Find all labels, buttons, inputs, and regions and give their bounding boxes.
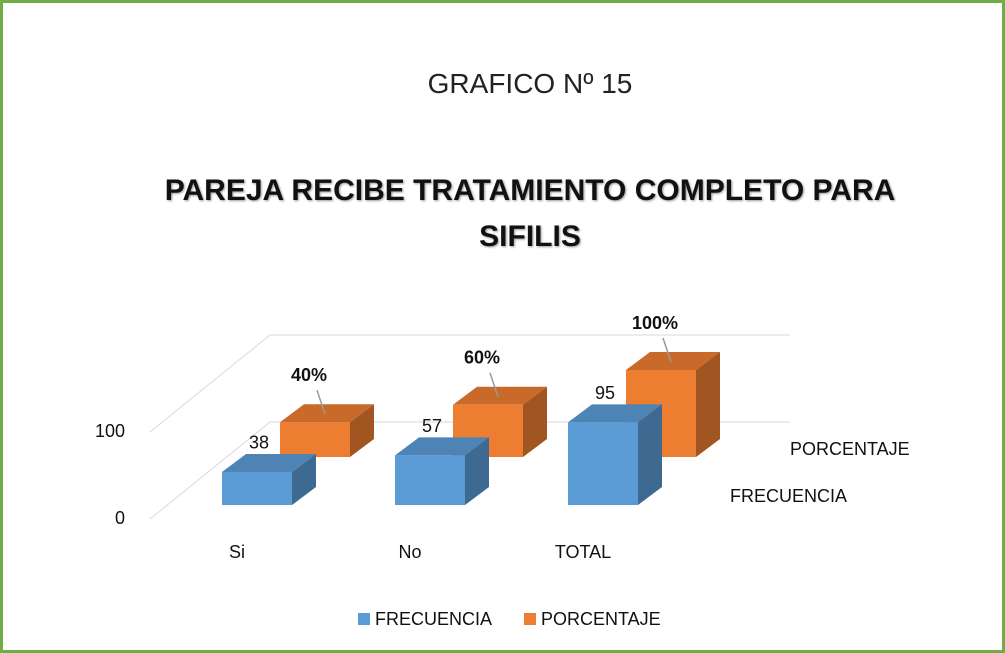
- grid-line: [149, 334, 790, 433]
- bar-top: [222, 453, 316, 472]
- bar: [395, 437, 489, 505]
- bar-top: [626, 352, 720, 370]
- bar-side: [696, 352, 720, 457]
- leader-line: [316, 389, 326, 415]
- legend-swatch: [358, 613, 370, 625]
- x-tick-label: TOTAL: [555, 542, 611, 562]
- data-label: 38: [249, 433, 269, 453]
- x-tick-label: Si: [229, 542, 245, 562]
- bar: [280, 404, 374, 457]
- bar-front: [222, 471, 292, 505]
- legend-label: PORCENTAJE: [541, 609, 661, 629]
- data-label: 40%: [291, 365, 327, 385]
- bar: [568, 404, 662, 505]
- data-label: 100%: [632, 313, 678, 333]
- bar-top: [568, 404, 662, 423]
- depth-label: FRECUENCIA: [730, 486, 847, 506]
- y-tick-label: 100: [95, 421, 125, 441]
- bar-top: [395, 437, 489, 456]
- leader-line: [489, 372, 499, 398]
- leader-line: [662, 337, 672, 363]
- bar-top: [453, 386, 547, 405]
- bar-side: [292, 453, 316, 505]
- heading: GRAFICO Nº 15: [427, 68, 633, 99]
- data-label: 57: [422, 416, 442, 436]
- legend-label: FRECUENCIA: [375, 609, 492, 629]
- legend-swatch: [524, 613, 536, 625]
- bar-side: [350, 404, 374, 457]
- bar-top: [280, 404, 374, 423]
- bar-front: [568, 422, 638, 505]
- data-label: 60%: [464, 348, 500, 368]
- bar-side: [523, 386, 547, 457]
- data-label: 95: [595, 383, 615, 403]
- depth-label: PORCENTAJE: [790, 439, 910, 459]
- bar: [222, 453, 316, 505]
- bar-front: [395, 455, 465, 505]
- chart-title: PAREJA RECIBE TRATAMIENTO COMPLETO PARA …: [164, 174, 896, 253]
- bar-front: [280, 422, 350, 457]
- y-tick-label: 0: [115, 508, 125, 528]
- x-tick-label: No: [398, 542, 421, 562]
- bar-side: [638, 404, 662, 505]
- bar-side: [465, 437, 489, 505]
